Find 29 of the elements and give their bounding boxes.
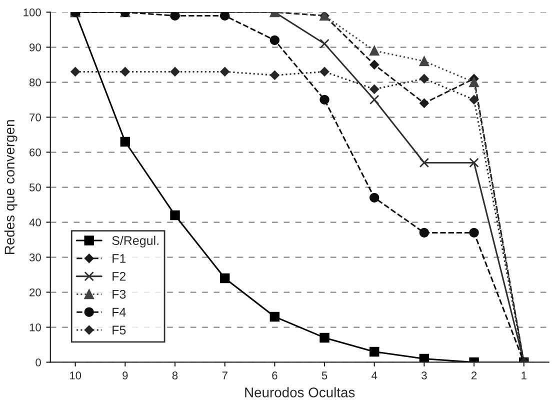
legend-label: F3	[112, 290, 126, 299]
y-tick-label: 30	[29, 253, 41, 262]
y-tick-label: 0	[36, 358, 41, 366]
y-tick-label: 50	[29, 183, 41, 192]
x-tick-label: 7	[222, 372, 228, 380]
y-tick-label: 100	[24, 8, 41, 16]
y-axis-title: Redes que convergen	[4, 120, 18, 254]
legend-label: F2	[112, 272, 126, 281]
x-tick-label: 3	[422, 372, 427, 380]
legend-label: F4	[112, 308, 126, 316]
x-tick-label: 9	[122, 372, 128, 380]
y-tick-label: 10	[30, 323, 41, 332]
legend-label: F5	[112, 326, 126, 335]
y-tick-label: 90	[30, 43, 41, 52]
x-tick-label: 10	[70, 372, 82, 380]
y-tick-label: 60	[30, 148, 41, 156]
x-axis-title: Neurodos Ocultas	[245, 387, 355, 398]
x-tick-label: 4	[372, 372, 378, 380]
legend-label: F1	[112, 254, 126, 263]
y-tick-label: 70	[30, 113, 41, 122]
x-tick-label: 1	[522, 372, 526, 380]
y-tick-label: 80	[29, 78, 41, 86]
x-tick-label: 2	[472, 372, 477, 380]
y-tick-label: 20	[30, 288, 41, 296]
x-tick-label: 5	[322, 372, 328, 380]
x-tick-label: 8	[172, 372, 178, 380]
legend-label: S/Regul.	[112, 236, 158, 248]
y-tick-label: 40	[29, 218, 41, 226]
x-tick-label: 6	[272, 372, 278, 380]
